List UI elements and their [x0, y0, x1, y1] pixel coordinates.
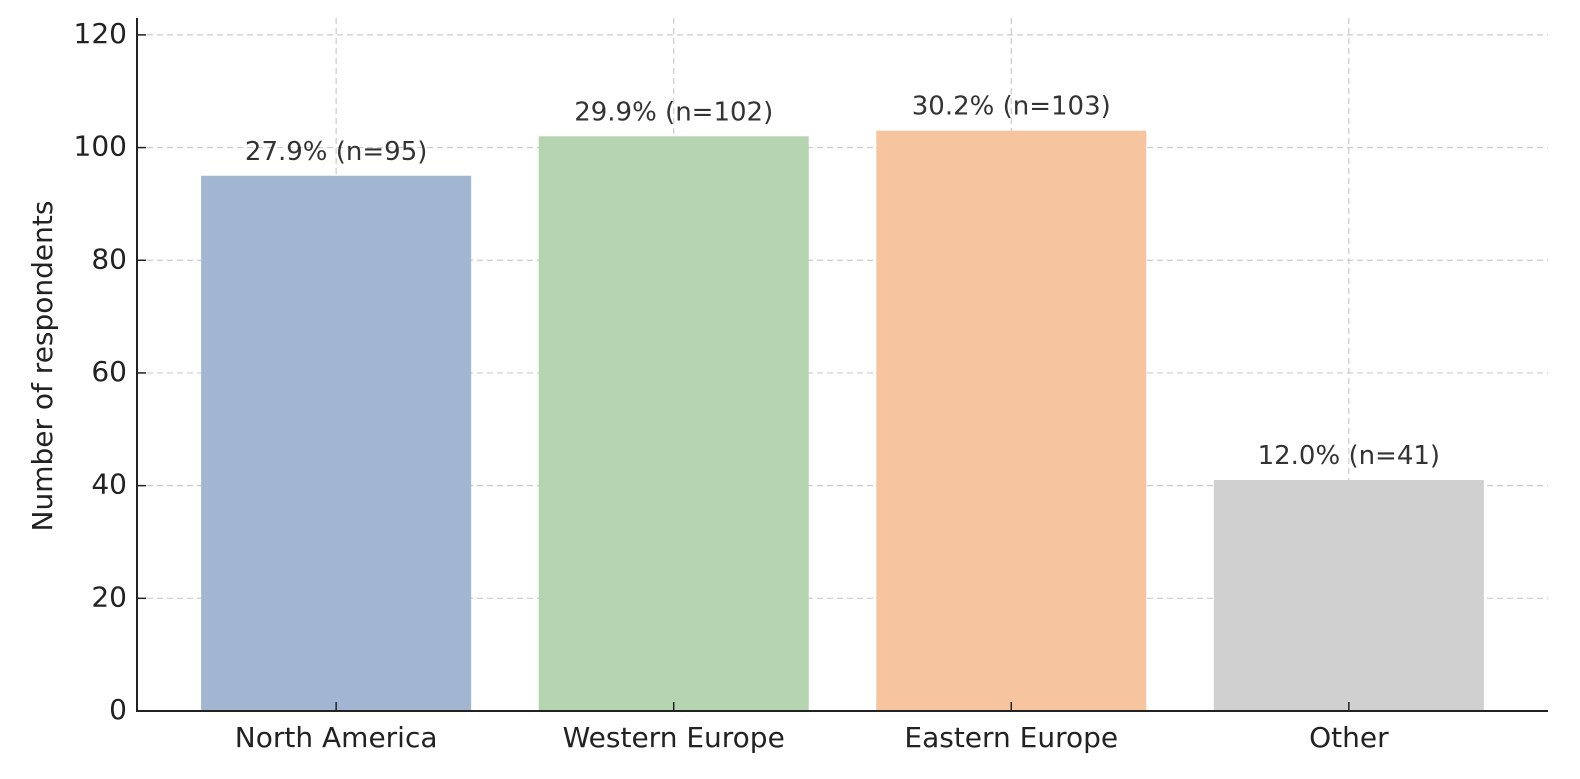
value-label: 30.2% (n=103) — [912, 92, 1111, 122]
bar — [201, 175, 472, 711]
x-tick-label: North America — [235, 721, 438, 754]
x-tick-label: Western Europe — [563, 721, 785, 754]
y-tick-label: 100 — [74, 130, 127, 163]
y-tick-label: 40 — [91, 468, 127, 501]
bar — [1213, 480, 1484, 711]
y-tick-label: 60 — [91, 355, 127, 388]
x-tick-label: Eastern Europe — [904, 721, 1118, 754]
value-label: 27.9% (n=95) — [245, 137, 428, 167]
y-tick-label: 0 — [109, 693, 127, 726]
value-label: 12.0% (n=41) — [1258, 441, 1441, 471]
bar — [876, 130, 1147, 711]
bar — [538, 136, 809, 711]
value-label: 29.9% (n=102) — [574, 97, 773, 127]
x-tick-label: Other — [1309, 721, 1389, 754]
y-axis-label: Number of respondents — [26, 201, 59, 532]
y-tick-label: 120 — [74, 17, 127, 50]
y-tick-label: 20 — [91, 580, 127, 613]
y-tick-label: 80 — [91, 242, 127, 275]
